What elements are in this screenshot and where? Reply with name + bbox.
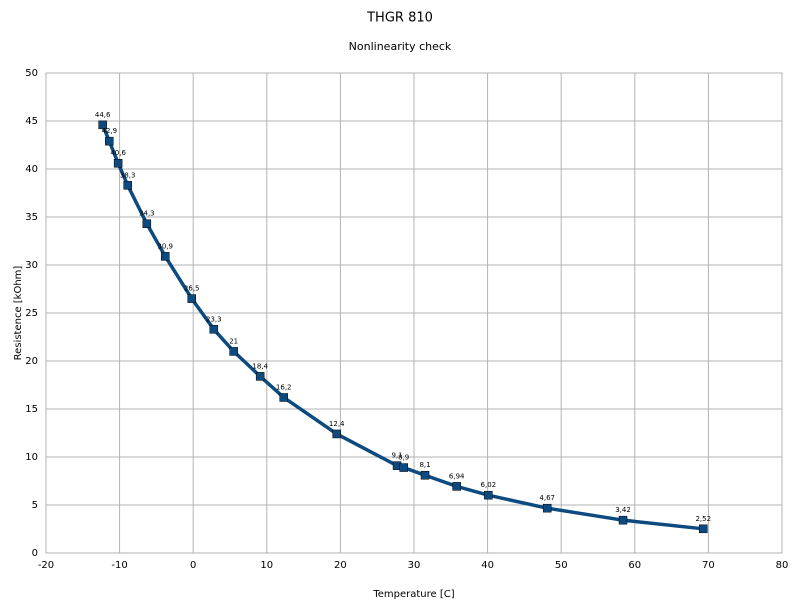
data-point xyxy=(105,136,114,146)
y-tick-label: 15 xyxy=(25,404,38,415)
x-tick-label: -20 xyxy=(38,560,54,571)
data-point xyxy=(420,470,430,480)
data-label: 6,02 xyxy=(481,481,497,489)
data-label: 12,4 xyxy=(329,420,345,428)
x-tick-label: -10 xyxy=(111,560,127,571)
data-point xyxy=(399,463,408,472)
data-line xyxy=(101,124,704,531)
data-label: 30,9 xyxy=(157,242,173,250)
data-label: 3,42 xyxy=(615,506,631,514)
data-point xyxy=(209,325,219,334)
y-tick-label: 5 xyxy=(32,500,38,511)
data-label: 44,6 xyxy=(95,111,111,119)
data-label: 18,4 xyxy=(252,362,268,370)
data-point xyxy=(255,372,265,381)
x-tick-label: 20 xyxy=(334,560,347,571)
x-tick-label: 70 xyxy=(702,560,715,571)
y-axis-label: Resistence [kOhm] xyxy=(13,266,24,361)
data-label: 16,2 xyxy=(276,383,292,391)
data-label: 26,5 xyxy=(184,285,200,293)
y-tick-label: 35 xyxy=(25,212,38,223)
x-tick-label: 40 xyxy=(481,560,494,571)
data-point xyxy=(698,524,708,534)
y-tick-label: 0 xyxy=(32,548,38,559)
x-axis-label: Temperature [C] xyxy=(372,589,454,600)
data-point xyxy=(542,503,552,513)
data-label: 6,94 xyxy=(449,472,465,480)
chart-title: THGR 810 xyxy=(366,11,433,26)
x-tick-label: 10 xyxy=(260,560,273,571)
data-point xyxy=(160,252,170,261)
y-tick-label: 30 xyxy=(25,260,38,271)
y-tick-label: 20 xyxy=(25,356,38,367)
data-point xyxy=(123,181,132,190)
data-label: 4,67 xyxy=(539,494,555,502)
data-label: 40,6 xyxy=(110,149,126,157)
y-tick-label: 10 xyxy=(25,452,38,463)
data-point xyxy=(452,482,461,491)
x-tick-label: 30 xyxy=(408,560,421,571)
data-label: 8,1 xyxy=(419,461,430,469)
data-point xyxy=(332,429,341,439)
data-point xyxy=(618,515,628,525)
data-label: 38,3 xyxy=(120,171,136,179)
data-label: 21 xyxy=(229,337,238,345)
data-label: 42,9 xyxy=(101,127,117,135)
y-tick-label: 45 xyxy=(25,116,38,127)
y-tick-label: 25 xyxy=(25,308,38,319)
data-point xyxy=(98,120,107,130)
data-point xyxy=(229,347,238,356)
x-tick-label: 0 xyxy=(190,560,196,571)
y-tick-label: 40 xyxy=(25,164,38,175)
data-label: 23,3 xyxy=(206,315,222,323)
data-label: 9,1 xyxy=(392,452,403,460)
x-tick-label: 60 xyxy=(628,560,641,571)
data-point xyxy=(142,219,152,228)
data-label: 8,9 xyxy=(398,454,409,462)
data-label: 34,3 xyxy=(139,210,155,218)
y-tick-label: 50 xyxy=(25,68,38,79)
x-tick-label: 50 xyxy=(555,560,568,571)
data-label: 2,52 xyxy=(695,515,711,523)
data-point xyxy=(484,490,493,500)
data-point xyxy=(113,158,123,168)
chart-subtitle: Nonlinearity check xyxy=(349,40,452,53)
data-point xyxy=(187,294,196,303)
data-point xyxy=(279,393,288,402)
x-tick-label: 80 xyxy=(776,560,789,571)
